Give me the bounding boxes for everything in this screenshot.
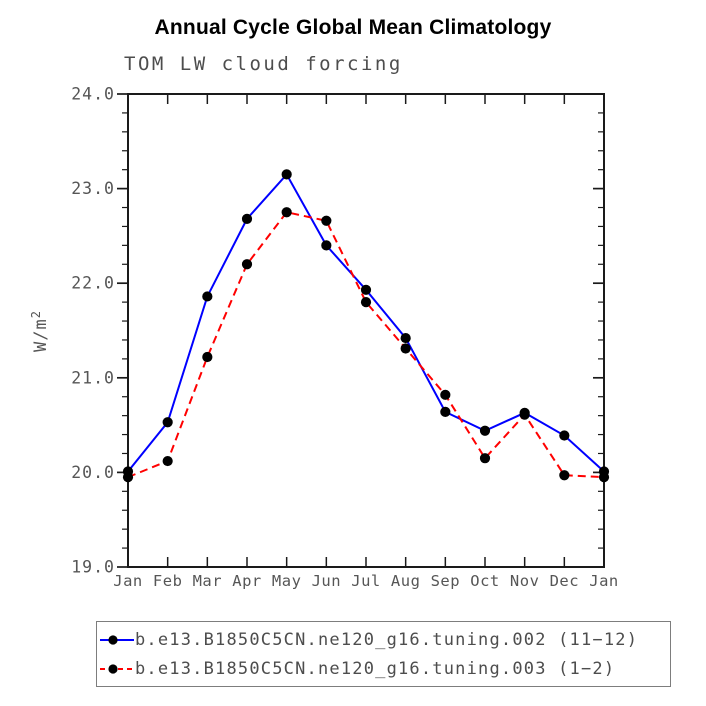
x-tick-label: May xyxy=(272,572,302,590)
x-tick-labels: Jan Feb Mar Apr May Jun Jul Aug Sep Oct Nov Dec Jan xyxy=(113,572,619,590)
data-point-marker xyxy=(400,332,411,344)
x-tick-label: Jan xyxy=(589,572,619,590)
x-tick-label: Nov xyxy=(510,572,540,590)
legend-marker-icon xyxy=(108,634,118,645)
x-tick-label: Feb xyxy=(153,572,183,590)
data-point-marker xyxy=(559,430,570,441)
legend-marker-icon xyxy=(108,663,118,674)
x-tick-label: Aug xyxy=(391,572,421,590)
y-tick-label: 21.0 xyxy=(71,368,115,387)
data-point-marker xyxy=(122,472,134,483)
data-point-marker xyxy=(162,455,173,467)
chart-subtitle: TOM LW cloud forcing xyxy=(124,53,403,75)
data-point-marker xyxy=(519,409,530,420)
legend-line-icon xyxy=(100,663,134,674)
data-point-marker xyxy=(440,389,451,400)
x-tick-label: Jul xyxy=(351,572,381,590)
x-tick-label: Jun xyxy=(312,572,342,590)
y-tick-label: 20.0 xyxy=(71,463,115,482)
data-point-marker xyxy=(202,291,213,302)
x-tick-label: Jan xyxy=(113,572,143,590)
data-point-marker xyxy=(360,284,372,295)
x-tick-label: Apr xyxy=(232,572,262,590)
data-point-marker xyxy=(479,453,491,464)
y-tick-label: 24.0 xyxy=(71,85,115,104)
y-tick-label: 19.0 xyxy=(71,558,115,577)
data-point-marker xyxy=(281,207,292,218)
data-point-marker xyxy=(162,417,173,428)
data-point-marker xyxy=(598,472,610,483)
axis-ticks xyxy=(117,93,605,568)
data-point-marker xyxy=(400,343,411,354)
chart-title: Annual Cycle Global Mean Climatology xyxy=(154,16,552,39)
legend-item: b.e13.B1850C5CN.ne120_g16.tuning.003 (1−… xyxy=(99,654,670,683)
data-point-marker xyxy=(479,425,491,436)
series-line xyxy=(127,211,605,479)
legend-item: b.e13.B1850C5CN.ne120_g16.tuning.002 (11… xyxy=(99,625,670,654)
data-point-marker xyxy=(321,240,332,251)
x-tick-label: Mar xyxy=(193,572,223,590)
plot-frame xyxy=(127,93,605,568)
legend-box: b.e13.B1850C5CN.ne120_g16.tuning.002 (11… xyxy=(96,621,671,687)
y-tick-labels: 19.0 20.0 21.0 22.0 23.0 24.0 xyxy=(71,85,115,577)
data-point-marker xyxy=(440,406,451,417)
y-tick-label: 23.0 xyxy=(71,179,115,198)
x-tick-label: Sep xyxy=(431,572,461,590)
legend-label: b.e13.B1850C5CN.ne120_g16.tuning.003 (1−… xyxy=(135,658,616,679)
data-point-marker xyxy=(241,213,253,224)
data-point-marker xyxy=(360,297,372,308)
data-point-marker xyxy=(559,470,570,481)
data-point-marker xyxy=(202,351,213,363)
legend-label: b.e13.B1850C5CN.ne120_g16.tuning.002 (11… xyxy=(135,629,639,650)
data-point-marker xyxy=(241,259,253,270)
data-point-marker xyxy=(321,215,332,226)
svg-text:W/m2: W/m2 xyxy=(29,310,51,352)
y-tick-label: 22.0 xyxy=(71,274,115,293)
data-point-marker xyxy=(281,169,292,180)
y-axis-label: W/m2 xyxy=(29,310,51,352)
legend-line-icon xyxy=(100,634,134,645)
x-tick-label: Dec xyxy=(550,572,580,590)
x-tick-label: Oct xyxy=(470,572,500,590)
